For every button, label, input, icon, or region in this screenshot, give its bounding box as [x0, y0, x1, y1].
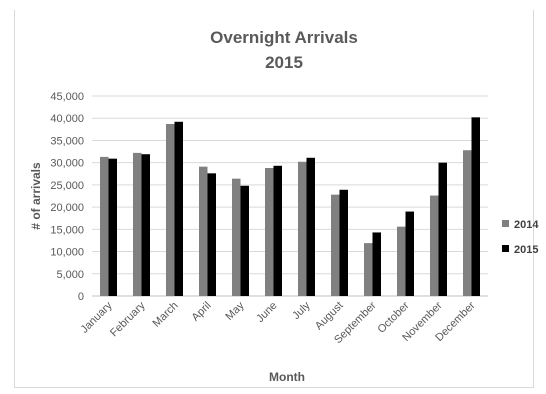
bar-2014-may	[232, 178, 241, 296]
bar-2014-july	[298, 161, 307, 296]
x-axis-label: Month	[269, 370, 305, 384]
legend: 2014 2015	[502, 219, 539, 256]
bar-2015-march	[174, 121, 183, 297]
bar-2014-february	[133, 152, 142, 296]
bar-2015-april	[207, 173, 216, 296]
bar-2014-october	[397, 226, 406, 296]
y-tick-label: 0	[78, 291, 84, 303]
x-tick-label: May	[223, 299, 247, 323]
bar-2015-july	[306, 157, 315, 296]
y-tick-label: 10,000	[50, 247, 84, 259]
bars	[100, 117, 480, 297]
bar-2015-october	[405, 211, 414, 296]
bar-2014-april	[199, 166, 208, 296]
x-tick-label: April	[190, 300, 214, 324]
bar-2014-june	[265, 168, 274, 296]
y-tick-label: 25,000	[50, 180, 84, 192]
legend-swatch-2014	[502, 220, 509, 227]
legend-swatch-2015	[502, 245, 509, 252]
y-tick-label: 20,000	[50, 202, 84, 214]
bar-2015-june	[273, 165, 282, 296]
bar-2015-december	[471, 117, 480, 296]
bar-2015-january	[108, 158, 117, 296]
y-axis-ticks: 0 5,000 10,000 15,000 20,000 25,000 30,000 35,0…	[50, 91, 84, 303]
gridlines	[92, 95, 488, 297]
bar-2015-november	[438, 162, 447, 296]
y-tick-label: 5,000	[56, 269, 84, 281]
x-tick-label: March	[151, 300, 181, 330]
bar-2015-may	[240, 185, 249, 296]
y-tick-label: 40,000	[50, 113, 84, 125]
chart-frame	[14, 10, 534, 388]
bar-2014-march	[166, 124, 175, 296]
bar-2014-september	[364, 243, 373, 296]
y-tick-label: 45,000	[50, 91, 84, 103]
x-tick-label: February	[108, 299, 148, 339]
x-tick-label: July	[290, 299, 313, 322]
bar-2014-november	[430, 195, 439, 296]
x-tick-label: June	[254, 300, 279, 325]
legend-label-2014: 2014	[514, 219, 539, 231]
chart-title: Overnight Arrivals	[210, 28, 358, 47]
y-tick-label: 30,000	[50, 158, 84, 170]
bar-2015-august	[339, 189, 348, 296]
x-tick-label: August	[313, 300, 346, 333]
y-axis-label: # of arrivals	[29, 162, 43, 230]
bar-2015-september	[372, 232, 381, 296]
y-tick-label: 15,000	[50, 224, 84, 236]
bar-2014-december	[463, 150, 472, 296]
chart-subtitle: 2015	[265, 53, 303, 72]
bar-2014-august	[331, 194, 340, 296]
bar-2015-february	[141, 154, 150, 296]
legend-label-2015: 2015	[514, 244, 538, 256]
bar-2014-january	[100, 156, 109, 296]
y-tick-label: 35,000	[50, 135, 84, 147]
